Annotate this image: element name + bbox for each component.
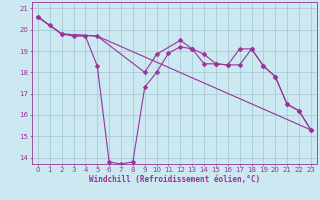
X-axis label: Windchill (Refroidissement éolien,°C): Windchill (Refroidissement éolien,°C)	[89, 175, 260, 184]
